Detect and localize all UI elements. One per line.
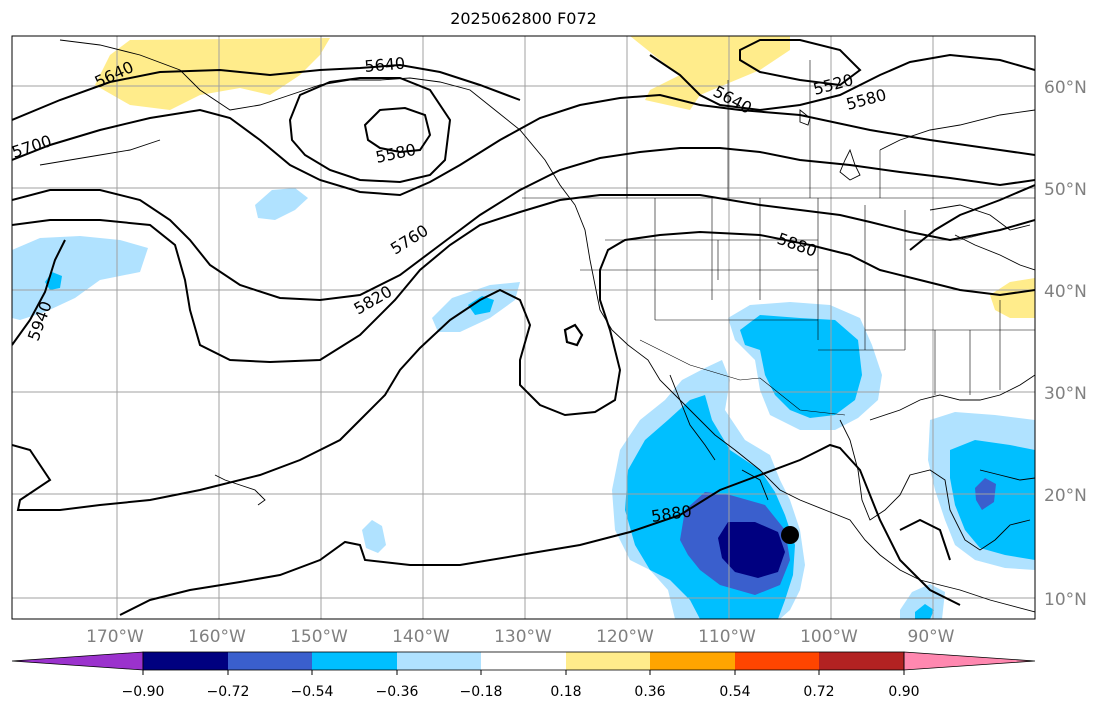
- positive-anomaly-region: [630, 36, 790, 110]
- colorbar-segment: [566, 652, 650, 670]
- colorbar-segment: [143, 652, 228, 670]
- coastlines: [39, 39, 1035, 613]
- storm-position-marker: [781, 526, 799, 544]
- colorbar-segment: [650, 652, 735, 670]
- map-frame: [11, 35, 1036, 620]
- colorbar-segment: [312, 652, 397, 670]
- contour-label: 5820: [351, 282, 396, 319]
- lat-label: 40°N: [1044, 282, 1087, 302]
- colorbar-tick-label: −0.36: [376, 684, 419, 700]
- height-contours: [12, 39, 1035, 616]
- lon-label: 170°W: [86, 627, 144, 647]
- negative-anomaly-region: [468, 296, 494, 315]
- lon-label: 110°W: [698, 627, 756, 647]
- colorbar-tick-label: −0.54: [291, 684, 334, 700]
- positive-anomaly-region: [990, 278, 1035, 318]
- negative-anomaly-region: [915, 604, 934, 619]
- colorbar-tick-label: −0.90: [122, 684, 165, 700]
- colorbar-tick-label: −0.72: [207, 684, 250, 700]
- contour-label: 5580: [374, 140, 418, 167]
- negative-anomaly-region: [255, 188, 308, 220]
- negative-anomaly-region: [12, 236, 148, 320]
- lon-label: 100°W: [800, 627, 858, 647]
- latitude-labels: 60°N 50°N 40°N 30°N 20°N 10°N: [1044, 78, 1087, 610]
- lon-label: 120°W: [596, 627, 654, 647]
- contour-label: 5700: [9, 131, 54, 162]
- colorbar-tick-label: 0.90: [888, 684, 919, 700]
- lon-label: 140°W: [392, 627, 450, 647]
- colorbar-segment: [228, 652, 312, 670]
- colorbar-segment: [397, 652, 481, 670]
- map-area: 5640 5700 5640 5580 5760 5820 5940 5640 …: [9, 36, 1035, 619]
- colorbar: −0.90 −0.72 −0.54 −0.36 −0.18 0.18 0.36 …: [11, 651, 1036, 700]
- lon-label: 130°W: [494, 627, 552, 647]
- colorbar-ticks: −0.90 −0.72 −0.54 −0.36 −0.18 0.18 0.36 …: [122, 684, 920, 700]
- lat-label: 10°N: [1044, 590, 1087, 610]
- longitude-labels: 170°W 160°W 150°W 140°W 130°W 120°W 110°…: [86, 627, 955, 647]
- colorbar-tick-label: 0.36: [634, 684, 665, 700]
- colorbar-segment: [735, 652, 819, 670]
- map-title: 2025062800 F072: [450, 9, 597, 28]
- colorbar-segment: [11, 651, 144, 671]
- contour-label: 5760: [387, 221, 432, 259]
- lat-label: 30°N: [1044, 384, 1087, 404]
- contour-label: 5640: [710, 82, 755, 118]
- lon-label: 160°W: [188, 627, 246, 647]
- colorbar-tick-label: 0.72: [803, 684, 834, 700]
- colorbar-segment: [481, 652, 566, 670]
- colorbar-segment: [819, 652, 904, 670]
- colorbar-tick-label: −0.18: [460, 684, 503, 700]
- anomaly-shading: [12, 36, 1035, 619]
- lon-label: 90°W: [908, 627, 955, 647]
- contour-label: 5880: [775, 229, 820, 261]
- contour-label: 5640: [364, 54, 406, 76]
- positive-anomaly-region: [95, 38, 330, 110]
- lon-label: 150°W: [290, 627, 348, 647]
- colorbar-segment: [903, 651, 1036, 671]
- lat-label: 50°N: [1044, 180, 1087, 200]
- negative-anomaly-region: [362, 520, 386, 553]
- lat-label: 60°N: [1044, 78, 1087, 98]
- colorbar-tick-label: 0.54: [719, 684, 750, 700]
- colorbar-tick-label: 0.18: [550, 684, 581, 700]
- lat-label: 20°N: [1044, 486, 1087, 506]
- lat-lon-grid: [12, 36, 1035, 619]
- negative-anomaly-region: [718, 522, 785, 578]
